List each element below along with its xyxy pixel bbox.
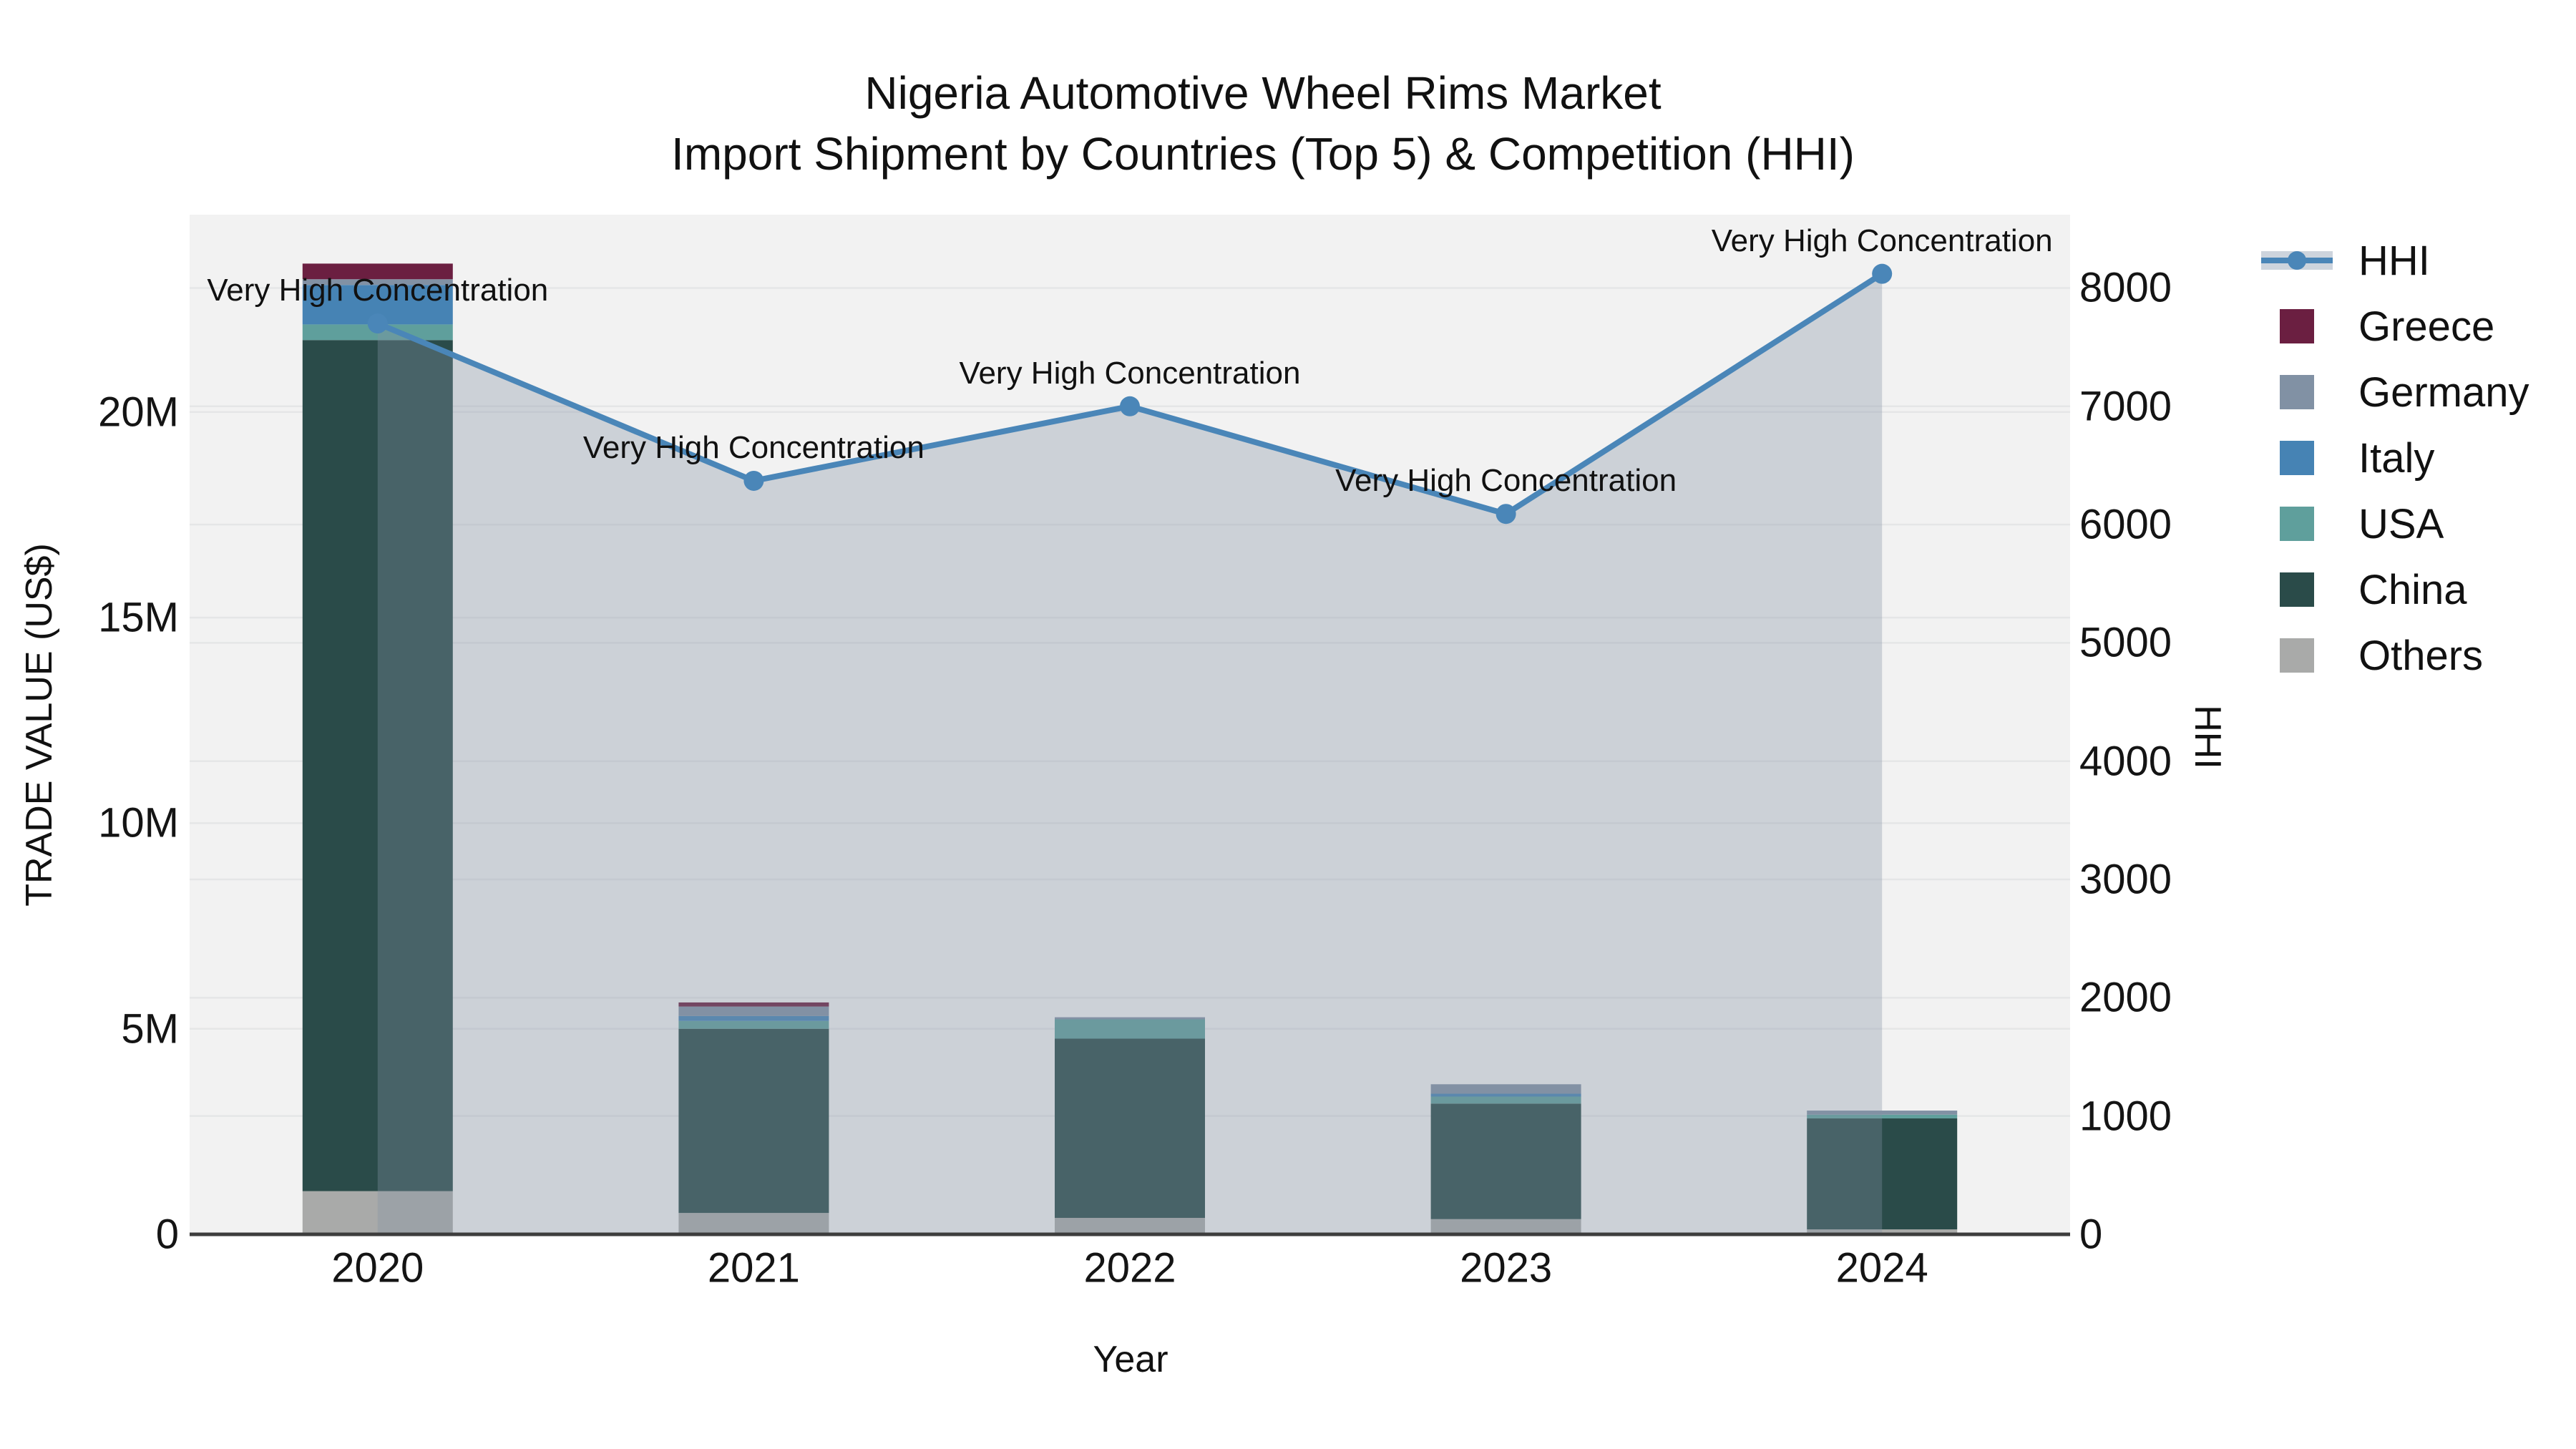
legend-item-usa: USA	[2261, 491, 2529, 557]
legend-color-swatch	[2280, 441, 2314, 475]
hhi-marker-2021	[743, 470, 764, 491]
y-axis-right-title: HHI	[2187, 705, 2228, 769]
legend-color-swatch	[2280, 507, 2314, 541]
bar-segment-others-2024	[1807, 1229, 1958, 1234]
y-axis-left-title: TRADE VALUE (US$)	[19, 543, 60, 907]
legend-item-china: China	[2261, 557, 2529, 623]
annotation-2024: Very High Concentration	[1711, 223, 2053, 258]
bar-segment-others-2020	[302, 1191, 453, 1234]
y-left-tick-15M: 15M	[98, 594, 179, 641]
bar-segment-china-2023	[1430, 1103, 1581, 1219]
y-right-tick-1000: 1000	[2079, 1093, 2172, 1140]
bar-segment-others-2022	[1055, 1218, 1205, 1234]
y-right-tick-8000: 8000	[2079, 264, 2172, 311]
bar-segment-italy-2021	[678, 1015, 829, 1021]
hhi-marker-2022	[1120, 396, 1140, 416]
legend-swatch-icon	[2261, 491, 2333, 557]
bar-segment-greece-2020	[302, 263, 453, 280]
legend-line-sample-icon	[2261, 228, 2333, 293]
legend: HHI Greece Germany Italy USA China Others	[2261, 228, 2529, 688]
legend-line-marker	[2288, 251, 2306, 270]
y-right-tick-6000: 6000	[2079, 501, 2172, 548]
legend-item-germany: Germany	[2261, 359, 2529, 425]
chart-title-line1: Nigeria Automotive Wheel Rims Market	[864, 67, 1662, 119]
y-right-tick-7000: 7000	[2079, 383, 2172, 430]
legend-color-swatch	[2280, 572, 2314, 607]
legend-item-greece: Greece	[2261, 293, 2529, 359]
legend-label: Italy	[2358, 434, 2435, 482]
legend-color-swatch	[2280, 638, 2314, 673]
bar-segment-china-2024	[1807, 1118, 1958, 1230]
legend-item-hhi: HHI	[2261, 228, 2529, 293]
legend-item-others: Others	[2261, 623, 2529, 688]
bar-segment-germany-2023	[1430, 1084, 1581, 1094]
x-tick-2022: 2022	[1083, 1244, 1176, 1292]
bar-segment-germany-2022	[1055, 1017, 1205, 1020]
legend-item-italy: Italy	[2261, 425, 2529, 491]
x-tick-2023: 2023	[1460, 1244, 1553, 1292]
legend-label: Others	[2358, 632, 2484, 679]
bar-segment-china-2020	[302, 340, 453, 1191]
y-right-tick-4000: 4000	[2079, 738, 2172, 785]
bar-segment-china-2022	[1055, 1038, 1205, 1219]
y-left-tick-0: 0	[155, 1211, 179, 1258]
legend-swatch-icon	[2261, 359, 2333, 425]
y-right-tick-0: 0	[2079, 1211, 2103, 1258]
annotation-2023: Very High Concentration	[1335, 463, 1677, 499]
bar-segment-usa-2024	[1807, 1114, 1958, 1118]
legend-swatch-icon	[2261, 623, 2333, 688]
bar-segment-usa-2023	[1430, 1096, 1581, 1104]
bar-segment-others-2021	[678, 1213, 829, 1234]
legend-label: Greece	[2358, 303, 2495, 350]
bar-segment-usa-2022	[1055, 1019, 1205, 1039]
y-left-tick-20M: 20M	[98, 389, 179, 436]
chart-title: Nigeria Automotive Wheel Rims Market Imp…	[0, 63, 2526, 185]
bar-segment-usa-2021	[678, 1020, 829, 1029]
bar-segment-germany-2021	[678, 1006, 829, 1016]
bar-segment-others-2023	[1430, 1219, 1581, 1234]
hhi-marker-2020	[367, 313, 388, 334]
bar-segment-china-2021	[678, 1028, 829, 1214]
legend-swatch-icon	[2261, 425, 2333, 491]
y-right-tick-3000: 3000	[2079, 856, 2172, 903]
annotation-2020: Very High Concentration	[207, 273, 549, 308]
legend-color-swatch	[2280, 375, 2314, 409]
legend-swatch-icon	[2261, 557, 2333, 623]
legend-label: China	[2358, 566, 2467, 613]
chart-title-line2: Import Shipment by Countries (Top 5) & C…	[671, 128, 1855, 180]
legend-color-swatch	[2280, 309, 2314, 343]
bar-segment-italy-2023	[1430, 1093, 1581, 1097]
y-right-tick-2000: 2000	[2079, 974, 2172, 1021]
annotation-2021: Very High Concentration	[582, 429, 924, 465]
bar-segment-greece-2021	[678, 1002, 829, 1007]
x-axis-title: Year	[1093, 1339, 1169, 1380]
x-tick-2021: 2021	[707, 1244, 800, 1292]
y-left-tick-10M: 10M	[98, 799, 179, 847]
hhi-marker-2023	[1496, 504, 1516, 525]
annotation-2022: Very High Concentration	[959, 355, 1301, 391]
y-right-tick-5000: 5000	[2079, 619, 2172, 666]
x-tick-2024: 2024	[1835, 1244, 1928, 1292]
hhi-marker-2024	[1872, 263, 1893, 284]
legend-label: Germany	[2358, 369, 2529, 416]
legend-label: USA	[2358, 500, 2444, 547]
x-tick-2020: 2020	[331, 1244, 424, 1292]
legend-swatch-icon	[2261, 293, 2333, 359]
bar-segment-germany-2024	[1807, 1111, 1958, 1115]
bar-segment-germany-2020	[302, 279, 453, 286]
y-left-tick-5M: 5M	[121, 1005, 179, 1053]
legend-label: HHI	[2358, 237, 2430, 284]
